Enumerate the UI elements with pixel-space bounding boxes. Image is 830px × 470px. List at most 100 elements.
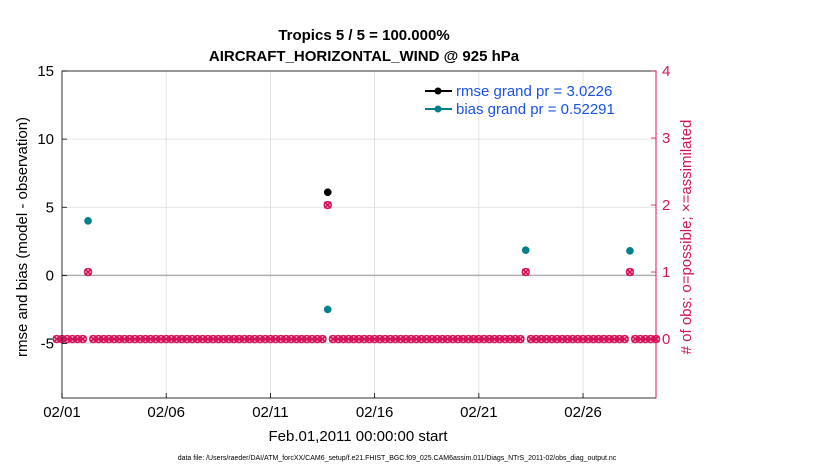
- y-left-tick-label: 10: [37, 131, 54, 148]
- obs-possible-point: [125, 334, 134, 344]
- obs-assimilated-point: [516, 335, 525, 343]
- obs-possible-point: [610, 334, 619, 344]
- obs-possible-point: [339, 334, 348, 344]
- obs-possible-point: [584, 334, 593, 344]
- obs-assimilated-point: [521, 268, 530, 276]
- legend: rmse grand pr = 3.0226 bias grand pr = 0…: [425, 83, 615, 118]
- obs-possible-point: [162, 334, 171, 344]
- obs-possible-point: [203, 334, 213, 344]
- obs-possible-point: [255, 334, 265, 344]
- obs-possible-point: [464, 334, 473, 344]
- obs-possible-point: [198, 334, 207, 344]
- obs-possible-point: [453, 334, 463, 344]
- obs-possible-point: [537, 334, 546, 344]
- obs-possible-point: [422, 334, 431, 344]
- obs-possible-point: [318, 334, 327, 344]
- obs-possible-point: [120, 334, 129, 344]
- obs-possible-point: [167, 334, 176, 344]
- obs-possible-point: [302, 334, 312, 344]
- obs-possible-point: [547, 334, 556, 344]
- obs-possible-point: [328, 334, 338, 344]
- y-left-tick-label: 0: [46, 267, 54, 284]
- y-left-tick-label: 15: [37, 63, 54, 80]
- chart-title-line2: AIRCRAFT_HORIZONTAL_WIND @ 925 hPa: [209, 48, 520, 65]
- obs-assimilated-point: [79, 335, 87, 343]
- obs-possible-point: [573, 334, 583, 344]
- obs-possible-point: [589, 334, 598, 344]
- obs-possible-point: [375, 334, 385, 344]
- obs-possible-point: [552, 334, 562, 344]
- obs-possible-point: [214, 334, 223, 344]
- obs-possible-point: [469, 334, 478, 344]
- obs-possible-point: [479, 334, 489, 344]
- legend-bias-label: bias grand pr = 0.52291: [456, 101, 615, 118]
- obs-possible-point: [177, 334, 187, 344]
- x-tick-label: 02/16: [356, 404, 394, 421]
- obs-possible-point: [401, 334, 411, 344]
- bias-point: [323, 305, 332, 314]
- obs-possible-point: [417, 334, 426, 344]
- obs-possible-point: [344, 334, 353, 344]
- obs-possible-point: [558, 334, 567, 344]
- axes: 02/01 02/06 02/11 02/16 02/21 02/26 -5 0 5 10 15 0 1…: [37, 63, 670, 421]
- obs-possible-point: [193, 334, 202, 344]
- obs-possible-point: [68, 334, 77, 344]
- obs-possible-point: [73, 334, 82, 344]
- obs-possible-point: [578, 334, 588, 344]
- legend-rmse-marker: [434, 87, 442, 95]
- obs-possible-point: [83, 267, 93, 277]
- obs-possible-point: [427, 334, 437, 344]
- obs-possible-point: [313, 334, 322, 344]
- series-obs_assimilated: [52, 201, 660, 343]
- obs-possible-point: [474, 334, 484, 344]
- obs-possible-point: [78, 334, 88, 344]
- obs-possible-point: [63, 334, 72, 344]
- bias-point: [626, 247, 634, 255]
- obs-possible-point: [370, 334, 379, 344]
- chart-title-line1: Tropics 5 / 5 = 100.000%: [278, 27, 449, 44]
- x-axis-label: Feb.01,2011 00:00:00 start: [268, 428, 448, 445]
- obs-possible-point: [630, 334, 640, 344]
- legend-rmse-label: rmse grand pr = 3.0226: [456, 83, 612, 100]
- obs-possible-point: [542, 334, 551, 344]
- obs-possible-point: [365, 334, 374, 344]
- obs-possible-point: [432, 334, 442, 344]
- obs-possible-point: [141, 334, 150, 344]
- obs-possible-point: [386, 334, 395, 344]
- obs-possible-point: [297, 334, 306, 344]
- y-left-tick-label: -5: [41, 336, 54, 353]
- series-layer: [52, 188, 661, 344]
- obs-possible-point: [438, 334, 447, 344]
- obs-possible-point: [245, 334, 254, 344]
- y-left-tick-label: 5: [46, 199, 54, 216]
- obs-possible-point: [521, 267, 530, 277]
- grid: [61, 70, 656, 398]
- y-right-tick-label: 4: [662, 63, 670, 80]
- x-tick-label: 02/21: [460, 404, 498, 421]
- obs-possible-point: [266, 334, 275, 344]
- obs-possible-point: [412, 334, 421, 344]
- plot-frame: [61, 70, 657, 399]
- x-tick-label: 02/06: [147, 404, 185, 421]
- obs-possible-point: [526, 334, 536, 344]
- obs-possible-point: [89, 334, 98, 344]
- obs-possible-point: [135, 334, 145, 344]
- obs-possible-point: [443, 334, 452, 344]
- x-tick-label: 02/01: [43, 404, 81, 421]
- obs-possible-point: [615, 334, 624, 344]
- legend-bias-marker: [434, 105, 442, 113]
- obs-possible-point: [636, 334, 645, 344]
- obs-possible-point: [146, 334, 155, 344]
- obs-possible-point: [94, 334, 103, 344]
- obs-possible-point: [625, 267, 635, 277]
- y-right-tick-label: 2: [662, 197, 670, 214]
- obs-possible-point: [490, 334, 499, 344]
- obs-assimilated-point: [626, 268, 634, 276]
- obs-assimilated-point: [84, 268, 92, 276]
- bias-point: [84, 217, 92, 225]
- x-tick-label: 02/11: [252, 404, 288, 421]
- obs-assimilated-point: [620, 335, 629, 343]
- obs-possible-point: [250, 334, 259, 344]
- footnote: data file: /Users/raeder/DAI/ATM_forcXX/…: [178, 455, 617, 462]
